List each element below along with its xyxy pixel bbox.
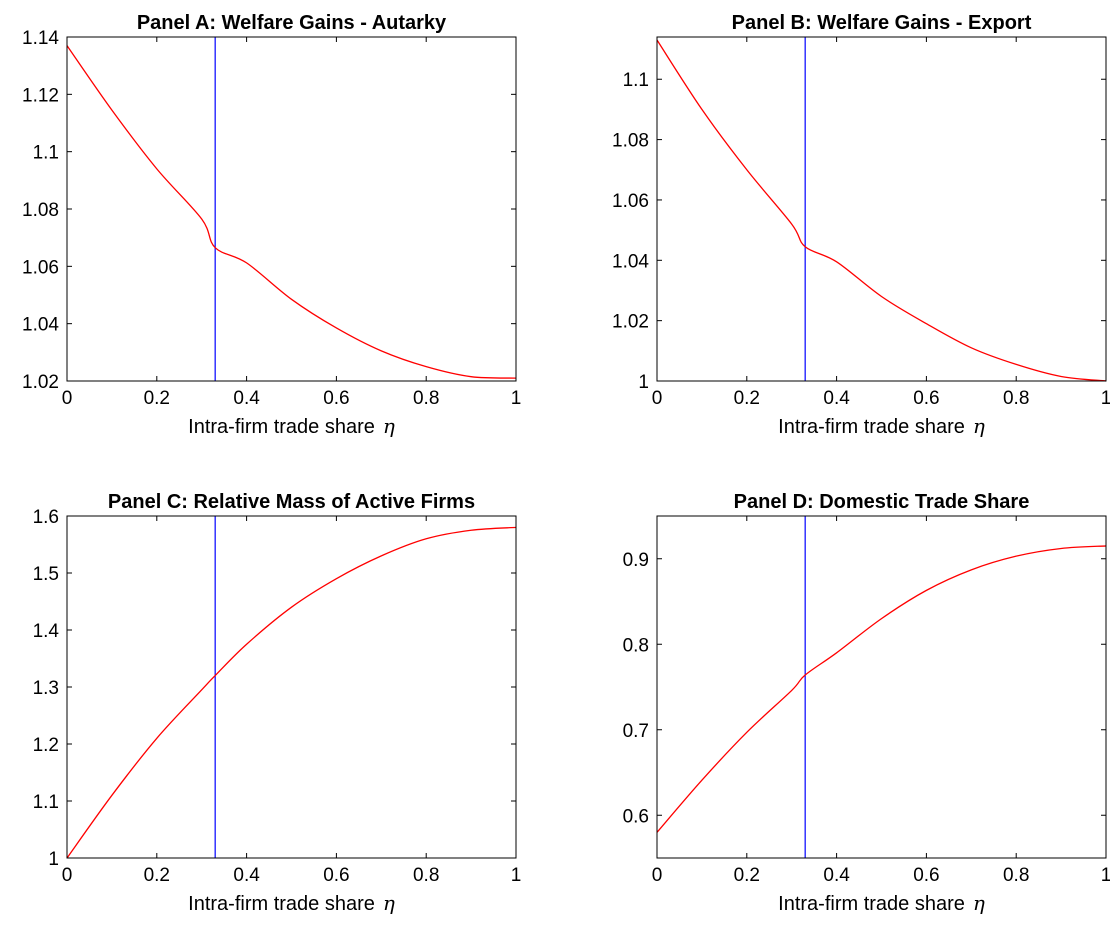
y-tick-label: 1.06 bbox=[22, 257, 59, 278]
y-tick-label: 0.7 bbox=[623, 721, 649, 742]
x-tick-label: 1 bbox=[1101, 865, 1110, 886]
series-line bbox=[66, 45, 517, 379]
eta-symbol: η bbox=[383, 891, 395, 915]
y-tick-label: 1.6 bbox=[33, 507, 59, 528]
x-tick-label: 0.6 bbox=[323, 865, 349, 886]
y-tick-label: 1.02 bbox=[612, 312, 649, 333]
panel-d-title: Panel D: Domestic Trade Share bbox=[734, 491, 1030, 513]
x-axis-label-text: Intra-firm trade share bbox=[188, 893, 375, 915]
axes-box bbox=[656, 36, 1107, 382]
y-tick-label: 1 bbox=[638, 372, 649, 393]
y-tick-label: 1.5 bbox=[33, 564, 59, 585]
y-tick-label: 1.4 bbox=[33, 621, 60, 642]
x-tick-label: 0 bbox=[62, 865, 73, 886]
x-tick-label: 0.2 bbox=[144, 388, 170, 409]
x-tick-label: 0 bbox=[652, 388, 663, 409]
y-tick-label: 1.04 bbox=[612, 251, 649, 272]
series-line bbox=[66, 526, 517, 859]
x-axis-label: Intra-firm trade share η bbox=[778, 414, 985, 438]
x-tick-label: 1 bbox=[511, 388, 522, 409]
x-axis-label-text: Intra-firm trade share bbox=[778, 416, 965, 438]
x-tick-label: 1 bbox=[1101, 388, 1110, 409]
y-tick-label: 1.14 bbox=[22, 28, 59, 49]
x-tick-label: 0.6 bbox=[323, 388, 349, 409]
x-tick-label: 0.2 bbox=[734, 388, 760, 409]
panel-a-title: Panel A: Welfare Gains - Autarky bbox=[137, 12, 447, 34]
x-axis-label: Intra-firm trade share η bbox=[778, 891, 985, 915]
x-axis-label: Intra-firm trade share η bbox=[188, 414, 395, 438]
x-tick-label: 1 bbox=[511, 865, 522, 886]
x-tick-label: 0 bbox=[652, 865, 663, 886]
x-tick-label: 0.2 bbox=[144, 865, 170, 886]
x-tick-label: 0 bbox=[62, 388, 73, 409]
eta-symbol: η bbox=[383, 414, 395, 438]
y-tick-label: 0.8 bbox=[623, 635, 649, 656]
x-tick-label: 0.4 bbox=[233, 388, 260, 409]
y-tick-label: 1.12 bbox=[22, 85, 59, 106]
x-tick-label: 0.2 bbox=[734, 865, 760, 886]
x-tick-label: 0.6 bbox=[913, 865, 939, 886]
x-tick-label: 0.8 bbox=[1003, 865, 1029, 886]
y-tick-label: 1.1 bbox=[33, 143, 59, 164]
x-tick-label: 0.8 bbox=[413, 865, 439, 886]
x-axis-label-text: Intra-firm trade share bbox=[188, 416, 375, 438]
series-line bbox=[656, 545, 1107, 833]
y-tick-label: 1.1 bbox=[623, 70, 649, 91]
y-tick-label: 1.06 bbox=[612, 191, 649, 212]
panel-d: Panel D: Domestic Trade Share 0 0.2 0.4 0.6 0… bbox=[623, 491, 1110, 915]
panel-a: Panel A: Welfare Gains - Autarky 0 0.2 0.4 0… bbox=[22, 12, 521, 438]
x-tick-label: 0.4 bbox=[233, 865, 260, 886]
x-tick-label: 0.8 bbox=[413, 388, 439, 409]
y-tick-label: 1.1 bbox=[33, 792, 59, 813]
panel-b-title: Panel B: Welfare Gains - Export bbox=[732, 12, 1032, 34]
y-tick-label: 0.6 bbox=[623, 806, 649, 827]
y-tick-label: 1.02 bbox=[22, 372, 59, 393]
y-tick-label: 1.04 bbox=[22, 315, 59, 336]
y-tick-label: 0.9 bbox=[623, 550, 649, 571]
eta-symbol: η bbox=[973, 891, 985, 915]
x-tick-label: 0.6 bbox=[913, 388, 939, 409]
axes-box bbox=[66, 36, 517, 382]
eta-symbol: η bbox=[973, 414, 985, 438]
axes-box bbox=[656, 515, 1107, 859]
x-axis-label: Intra-firm trade share η bbox=[188, 891, 395, 915]
y-tick-label: 1.08 bbox=[22, 200, 59, 221]
y-tick-label: 1.3 bbox=[33, 678, 59, 699]
series-line bbox=[656, 39, 1107, 382]
x-axis-label-text: Intra-firm trade share bbox=[778, 893, 965, 915]
x-tick-label: 0.8 bbox=[1003, 388, 1029, 409]
y-tick-label: 1.2 bbox=[33, 735, 59, 756]
panel-c: Panel C: Relative Mass of Active Firms 0 0… bbox=[33, 491, 522, 915]
x-tick-label: 0.4 bbox=[823, 865, 850, 886]
panel-b: Panel B: Welfare Gains - Export 0 0.2 0.4 0.… bbox=[612, 12, 1110, 438]
panel-c-title: Panel C: Relative Mass of Active Firms bbox=[108, 491, 475, 513]
axes-box bbox=[66, 515, 517, 859]
x-tick-label: 0.4 bbox=[823, 388, 850, 409]
y-tick-label: 1 bbox=[48, 849, 59, 870]
y-tick-label: 1.08 bbox=[612, 131, 649, 152]
